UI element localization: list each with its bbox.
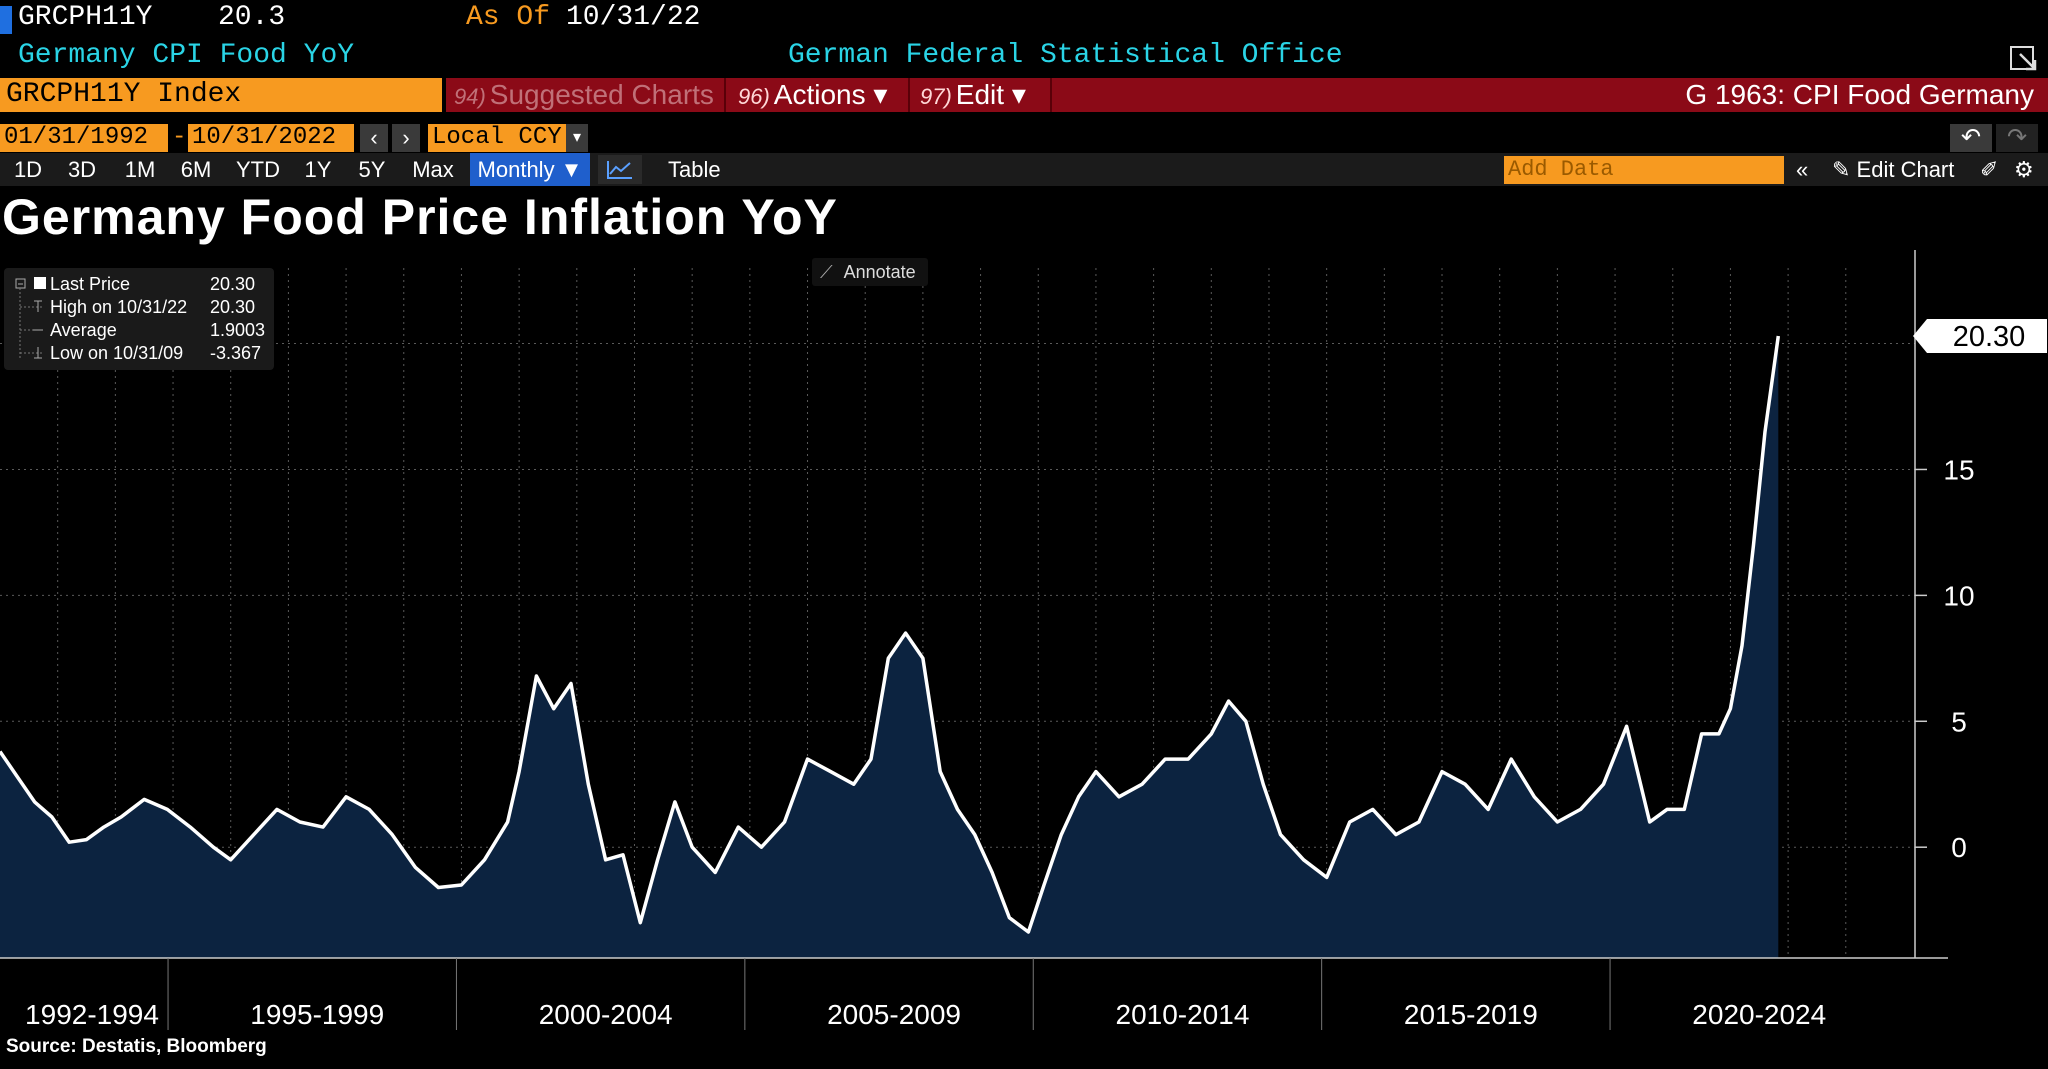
- index-name-field[interactable]: GRCPH11Y Index: [0, 78, 442, 112]
- legend-last-price-label: Last Price: [50, 274, 131, 294]
- series-line: [0, 335, 1781, 934]
- edit-number: 97): [920, 84, 952, 109]
- y-tick-label-1: 5: [1951, 706, 1967, 737]
- as-of-date: 10/31/22: [566, 2, 701, 33]
- menu-bar: 94) Suggested Charts 96) Actions ▾ 97) Edit…: [446, 78, 2048, 112]
- graph-id-label: G 1963: CPI Food Germany: [1685, 79, 2034, 110]
- x-period-label-3: 2005-2009: [827, 999, 961, 1030]
- period-5y[interactable]: 5Y: [358, 157, 386, 182]
- suggested-charts-number: 94): [454, 84, 486, 109]
- period-1d[interactable]: 1D: [13, 157, 43, 182]
- series-area: [0, 336, 1779, 958]
- legend-low-value: -3.367: [210, 343, 262, 363]
- ticker-marker: [0, 6, 12, 34]
- actions-label: Actions ▾: [773, 79, 888, 110]
- actions-menu[interactable]: 96) Actions ▾: [730, 78, 910, 112]
- axes: [0, 250, 1948, 1030]
- line-chart-icon[interactable]: [598, 155, 642, 184]
- gear-icon[interactable]: ⚙: [2014, 157, 2034, 182]
- start-date-input[interactable]: 01/31/1992: [0, 124, 168, 152]
- x-period-label-5: 2015-2019: [1404, 999, 1538, 1030]
- period-6m[interactable]: 6M: [180, 157, 212, 182]
- y-axis-ticks: 0 5 10 15: [1915, 454, 1975, 863]
- pencil-icon: ✎: [1832, 157, 1857, 182]
- chart-settings-icon[interactable]: ✐: [1980, 157, 1999, 182]
- frequency-select[interactable]: Monthly ▼: [470, 153, 590, 186]
- source-note: Source: Destatis, Bloomberg: [6, 1036, 267, 1057]
- annotate-label: Annotate: [843, 262, 916, 282]
- x-axis-labels: 1992-1994 1995-1999 2000-2004 2005-2009 2010…: [25, 999, 1826, 1030]
- legend-tree-lines: [15, 277, 46, 360]
- ticker-last-value: 20.3: [218, 2, 286, 33]
- y-tick-label-3: 15: [1943, 454, 1974, 485]
- double-chevron-left-icon[interactable]: «: [1796, 157, 1809, 182]
- x-period-label-0: 1992-1994: [25, 999, 159, 1030]
- toolbar: 1D 3D 1M 6M YTD 1Y 5Y Max Monthly ▼ Tabl…: [0, 153, 2048, 186]
- chart-area[interactable]: 0 5 10 15 1992-1994 1995-1999 2000-2004 2005-2…: [0, 190, 2048, 1030]
- date-separator: -: [172, 124, 187, 151]
- annotate-button[interactable]: ⟋ Annotate: [812, 258, 928, 286]
- x-period-label-6: 2020-2024: [1692, 999, 1826, 1030]
- last-value-marker: 20.30: [1913, 318, 2047, 353]
- undo-icon[interactable]: ↶: [1950, 124, 1992, 152]
- currency-select[interactable]: Local CCY: [428, 124, 588, 152]
- last-value-label: 20.30: [1953, 321, 2026, 353]
- legend-low-label: Low on 10/31/09: [50, 343, 184, 363]
- x-period-label-1: 1995-1999: [250, 999, 384, 1030]
- caret-down-icon[interactable]: ▾: [566, 124, 588, 152]
- x-period-label-2: 2000-2004: [539, 999, 673, 1030]
- period-3d[interactable]: 3D: [67, 157, 97, 182]
- suggested-charts-label: Suggested Charts: [489, 79, 714, 110]
- table-button[interactable]: Table: [668, 157, 721, 182]
- y-tick-label-2: 10: [1943, 580, 1974, 611]
- suggested-charts-menu[interactable]: 94) Suggested Charts: [446, 78, 726, 112]
- edit-menu[interactable]: 97) Edit ▾: [912, 78, 1052, 112]
- period-max[interactable]: Max: [412, 157, 454, 182]
- chevron-left-icon[interactable]: ‹: [360, 124, 388, 152]
- x-period-label-4: 2010-2014: [1116, 999, 1250, 1030]
- security-description: Germany CPI Food YoY: [18, 40, 355, 71]
- legend[interactable]: Last Price 20.30 High on 10/31/22 20.30 …: [4, 268, 274, 370]
- pencil-icon: ⟋: [820, 262, 833, 282]
- edit-chart-button[interactable]: ✎ Edit Chart: [1832, 153, 1954, 186]
- legend-average-label: Average: [50, 320, 117, 340]
- edit-chart-label: Edit Chart: [1856, 157, 1955, 182]
- ticker-code: GRCPH11Y: [18, 2, 153, 33]
- legend-average-value: 1.9003: [210, 320, 266, 340]
- add-data-input[interactable]: Add Data: [1504, 156, 1784, 184]
- redo-icon[interactable]: ↷: [1996, 124, 2038, 152]
- edit-label: Edit ▾: [955, 79, 1026, 110]
- legend-high-value: 20.30: [210, 297, 256, 317]
- as-of-label: As Of: [466, 2, 551, 33]
- end-date-input[interactable]: 10/31/2022: [188, 124, 354, 152]
- period-1m[interactable]: 1M: [124, 157, 156, 182]
- y-tick-label-0: 0: [1951, 832, 1967, 863]
- last-value-tag: [1913, 318, 2047, 353]
- legend-last-price-value: 20.30: [210, 274, 256, 294]
- period-1y[interactable]: 1Y: [304, 157, 332, 182]
- chart-title: Germany Food Price Inflation YoY: [2, 189, 838, 245]
- legend-high-label: High on 10/31/22: [50, 297, 188, 317]
- popout-icon[interactable]: [2008, 42, 2038, 72]
- actions-number: 96): [738, 84, 770, 109]
- chevron-right-icon[interactable]: ›: [392, 124, 420, 152]
- source-office: German Federal Statistical Office: [788, 40, 1343, 71]
- period-ytd[interactable]: YTD: [236, 157, 280, 182]
